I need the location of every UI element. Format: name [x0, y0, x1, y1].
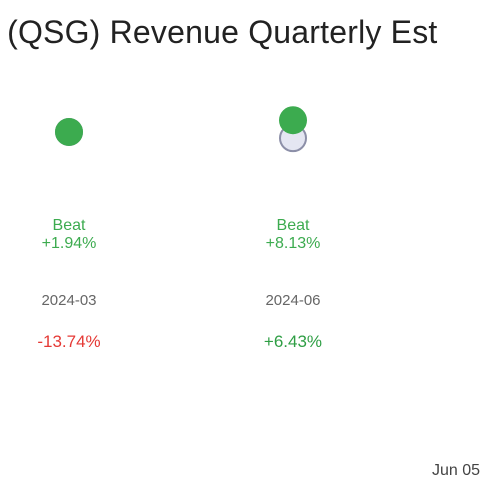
quarter-label: 2024-06	[265, 292, 321, 309]
chart-title: d (QSG) Revenue Quarterly Est	[0, 14, 438, 50]
surprise-value: +1.94%	[41, 235, 97, 252]
surprise-value: -1	[457, 235, 500, 253]
result-label: Beat	[52, 217, 86, 234]
surprise-label: M-1	[457, 217, 500, 253]
actual-marker	[55, 118, 83, 146]
surprise-label: Beat +8.13%	[233, 217, 353, 253]
result-label: Beat	[276, 217, 310, 234]
surprise-label: Beat +1.94%	[9, 217, 129, 253]
yoy-change: +6.43%	[263, 332, 323, 351]
actual-marker	[279, 106, 307, 135]
yoy-change: -13.74%	[37, 332, 101, 351]
yoy-change: -1	[457, 332, 500, 352]
surprise-value: +8.13%	[265, 235, 321, 252]
quarter-label: 2024-03	[41, 292, 97, 309]
footer-date: Jun 05	[432, 462, 481, 479]
result-label: M	[457, 217, 500, 235]
quarter-label: 20	[457, 292, 500, 309]
